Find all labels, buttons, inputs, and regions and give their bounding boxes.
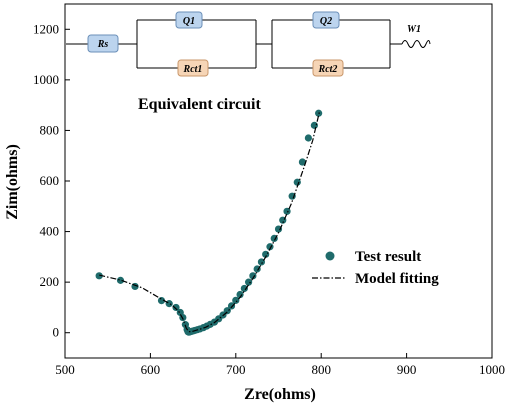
- x-tick-label: 900: [397, 362, 417, 377]
- x-tick-label: 700: [226, 362, 246, 377]
- x-axis-label: Zre(ohms): [244, 386, 316, 403]
- x-tick-label: 1000: [479, 362, 505, 377]
- axis-ticks: 500 600 700 800 900 1000 0 200 400 600 800 1000 1200: [33, 21, 505, 377]
- legend: Test result Model fitting: [312, 249, 439, 287]
- data-point: [249, 272, 257, 280]
- q2-element: [312, 11, 340, 29]
- data-point: [266, 243, 274, 251]
- data-point: [172, 303, 180, 312]
- x-tick-label: 500: [55, 362, 75, 377]
- x-tick-label: 600: [141, 362, 161, 377]
- y-tick-label: 400: [40, 224, 60, 239]
- legend-marker-test-result: [325, 251, 335, 261]
- data-point: [245, 278, 253, 286]
- y-tick-label: 200: [40, 274, 60, 289]
- data-point: [95, 272, 103, 280]
- warburg-coil: [401, 40, 431, 48]
- data-point: [232, 296, 240, 304]
- w1-label: W1: [407, 24, 421, 35]
- data-point: [304, 134, 312, 142]
- x-tick-label: 800: [311, 362, 331, 377]
- plot-frame: [64, 3, 493, 359]
- data-point: [293, 178, 301, 186]
- y-tick-label: 800: [40, 122, 60, 137]
- q1-label: Q1: [183, 16, 195, 27]
- data-point: [165, 300, 173, 308]
- q1-element: [175, 11, 203, 29]
- equivalent-circuit-label: Equivalent circuit: [138, 96, 261, 113]
- data-point: [116, 276, 125, 284]
- rs-label: Rs: [97, 39, 109, 50]
- y-tick-label: 1200: [33, 21, 59, 36]
- data-point: [240, 284, 248, 293]
- data-point: [227, 302, 236, 310]
- data-point: [283, 207, 291, 215]
- y-tick-label: 0: [53, 325, 60, 340]
- y-tick-label: 600: [40, 173, 60, 188]
- data-point: [298, 158, 307, 166]
- rct1-label: Rct1: [183, 64, 203, 75]
- legend-label-model-fitting: Model fitting: [355, 271, 439, 287]
- data-point: [310, 121, 318, 129]
- data-point: [157, 297, 166, 305]
- y-tick-label: 1000: [33, 72, 59, 87]
- rct1-resistor: [177, 59, 209, 77]
- data-point: [236, 290, 244, 299]
- legend-label-test-result: Test result: [355, 249, 421, 265]
- rct2-resistor: [312, 59, 344, 77]
- q2-label: Q2: [320, 16, 332, 27]
- plot-border: [64, 3, 493, 359]
- rs-resistor: [87, 34, 119, 53]
- series-layer: [95, 109, 323, 336]
- equivalent-circuit-diagram: Rs Q1 Rct1 Q2 Rct2 W1: [66, 11, 431, 77]
- y-axis-label: Zim(ohms): [4, 144, 21, 220]
- data-point: [223, 307, 231, 315]
- rct2-label: Rct2: [318, 64, 338, 75]
- model-fitting-line: [99, 111, 321, 333]
